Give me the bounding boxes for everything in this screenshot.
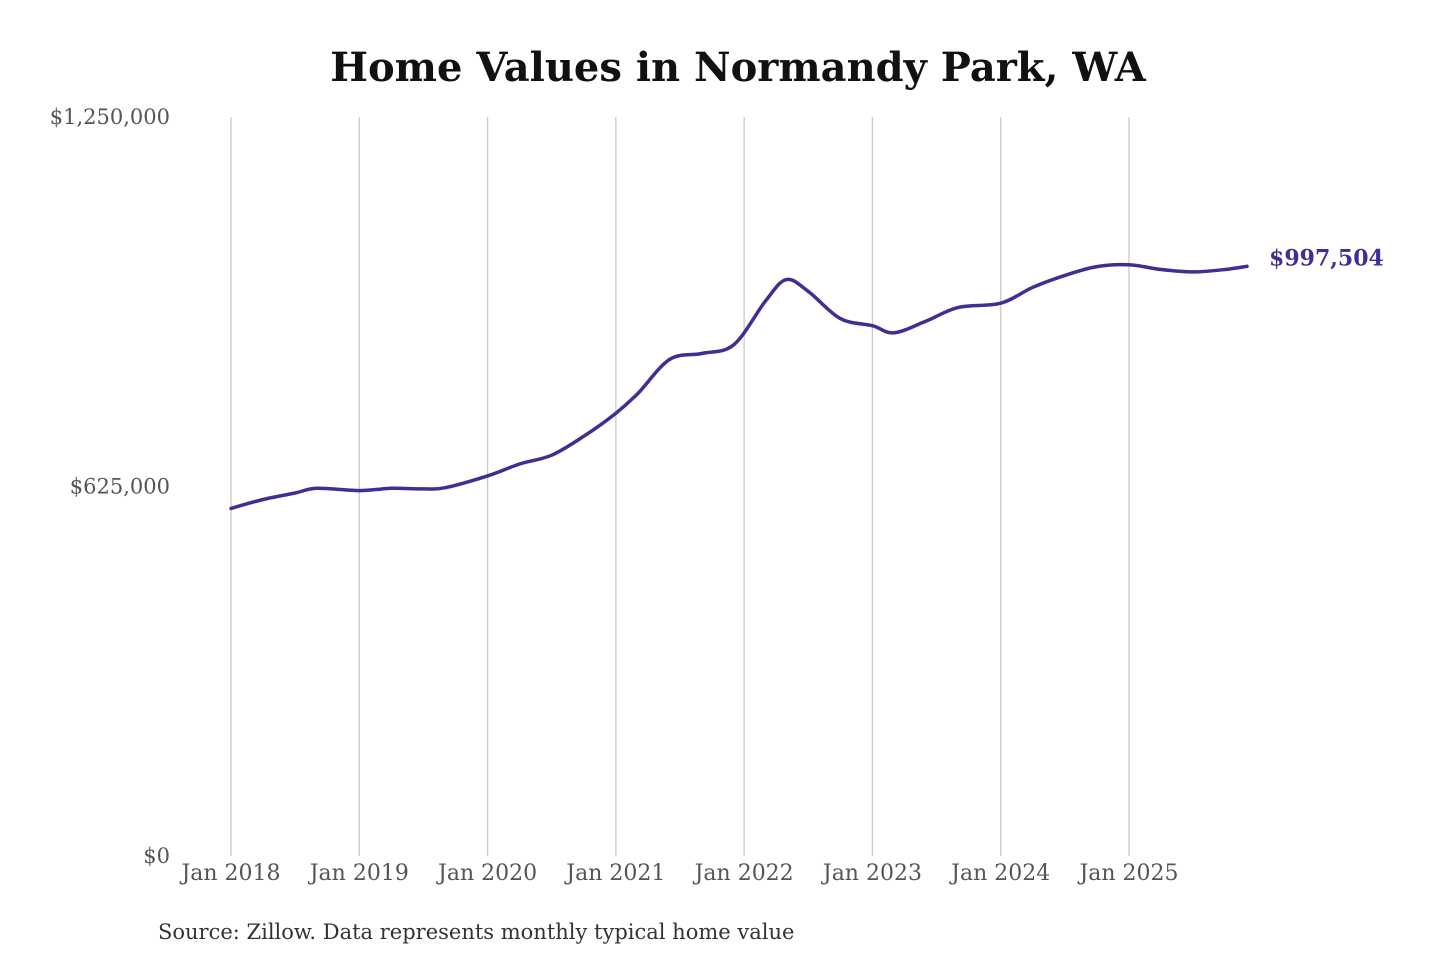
chart-title: Home Values in Normandy Park, WA bbox=[330, 44, 1147, 91]
y-tick-label: $1,250,000 bbox=[50, 105, 170, 129]
data-point-23 bbox=[924, 319, 928, 323]
data-point-28 bbox=[1095, 265, 1099, 269]
data-point-27 bbox=[1063, 273, 1067, 277]
data-point-18 bbox=[784, 278, 788, 282]
data-point-0 bbox=[229, 506, 233, 510]
data-point-14 bbox=[668, 357, 672, 361]
data-point-15 bbox=[700, 351, 704, 355]
data-point-11 bbox=[582, 434, 586, 438]
data-point-33 bbox=[1245, 264, 1249, 268]
x-tick-label: Jan 2022 bbox=[693, 861, 794, 886]
data-point-19 bbox=[806, 289, 810, 293]
gridlines bbox=[230, 117, 1130, 856]
y-tick-label: $625,000 bbox=[70, 475, 170, 499]
series-line-0 bbox=[229, 262, 1249, 511]
data-point-13 bbox=[636, 392, 640, 396]
data-point-10 bbox=[550, 453, 554, 457]
x-tick-label: Jan 2024 bbox=[949, 861, 1050, 886]
data-point-26 bbox=[1031, 285, 1035, 289]
end-value-label: $997,504 bbox=[1269, 245, 1384, 271]
data-point-3 bbox=[315, 486, 319, 490]
y-tick-label: $0 bbox=[143, 844, 170, 868]
data-point-12 bbox=[614, 411, 618, 415]
data-point-25 bbox=[999, 301, 1003, 305]
data-point-6 bbox=[421, 487, 425, 491]
data-point-4 bbox=[357, 489, 361, 493]
x-tick-label: Jan 2023 bbox=[821, 861, 922, 886]
data-point-2 bbox=[293, 491, 297, 495]
series-layer: $997,504 bbox=[229, 245, 1384, 511]
data-point-1 bbox=[261, 498, 265, 502]
data-point-30 bbox=[1159, 268, 1163, 272]
x-tick-label: Jan 2025 bbox=[1077, 861, 1178, 886]
x-tick-label: Jan 2020 bbox=[436, 861, 537, 886]
data-point-9 bbox=[518, 462, 522, 466]
data-point-22 bbox=[892, 331, 896, 335]
data-point-21 bbox=[870, 324, 874, 328]
data-point-24 bbox=[956, 305, 960, 309]
x-tick-label: Jan 2019 bbox=[308, 861, 409, 886]
y-axis: $0 $625,000 $1,250,000 bbox=[50, 105, 170, 868]
data-point-8 bbox=[486, 474, 490, 478]
data-point-17 bbox=[764, 298, 768, 302]
data-point-32 bbox=[1223, 268, 1227, 272]
data-point-29 bbox=[1127, 263, 1131, 267]
x-tick-label: Jan 2018 bbox=[179, 861, 280, 886]
x-axis: Jan 2018 Jan 2019 Jan 2020 Jan 2021 Jan 2022… bbox=[179, 861, 1178, 886]
data-point-31 bbox=[1191, 270, 1195, 274]
x-tick-label: Jan 2021 bbox=[564, 861, 665, 886]
source-note: Source: Zillow. Data represents monthly … bbox=[158, 920, 794, 944]
data-point-5 bbox=[389, 486, 393, 490]
data-point-20 bbox=[838, 317, 842, 321]
data-point-7 bbox=[443, 486, 447, 490]
data-point-16 bbox=[732, 343, 736, 347]
